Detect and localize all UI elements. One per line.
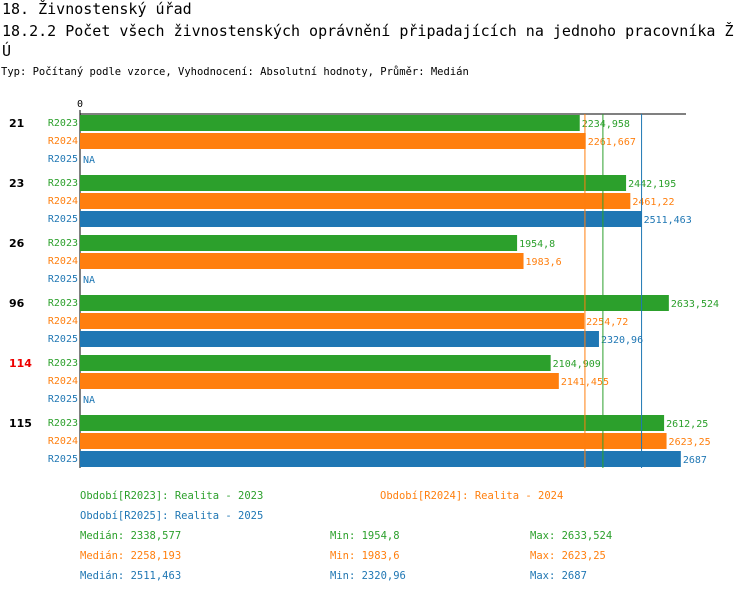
- legend-min-r2023: Min: 1954,8: [330, 530, 400, 542]
- bar: [80, 235, 518, 251]
- legend-max-r2025: Max: 2687: [530, 570, 587, 582]
- series-row-label: R2024: [48, 256, 78, 267]
- series-row-label: R2025: [48, 274, 78, 285]
- series-row-label: R2025: [48, 394, 78, 405]
- page-title: 18. Živnostenský úřad: [2, 0, 192, 18]
- bar: [80, 193, 631, 209]
- legend-median-r2024: Medián: 2258,193: [80, 550, 182, 562]
- bar: [80, 133, 586, 149]
- series-row-label: R2023: [48, 178, 78, 189]
- data-label: 2442,195: [628, 179, 676, 190]
- series-row-label: R2023: [48, 358, 78, 369]
- bar: [80, 295, 669, 311]
- data-label: 2320,96: [601, 335, 643, 346]
- category-label: 115: [9, 417, 32, 430]
- series-row-label: R2023: [48, 118, 78, 129]
- bar: [80, 415, 665, 431]
- data-label: 2461,22: [632, 197, 674, 208]
- legend-min-r2025: Min: 2320,96: [330, 570, 406, 582]
- data-label: NA: [83, 275, 95, 286]
- data-label: 1983,6: [526, 257, 562, 268]
- series-row-label: R2024: [48, 136, 78, 147]
- bar: [80, 451, 681, 467]
- data-label: NA: [83, 155, 95, 166]
- bar: [80, 253, 524, 269]
- series-row-label: R2024: [48, 316, 78, 327]
- bar: [80, 115, 580, 131]
- bar: [80, 331, 599, 347]
- data-label: 2254,72: [586, 317, 628, 328]
- legend-period-r2024: Období[R2024]: Realita - 2024: [380, 490, 564, 502]
- data-label: 2623,25: [669, 437, 711, 448]
- bar: [80, 373, 559, 389]
- data-label: 2633,524: [671, 299, 719, 310]
- legend-period-r2025: Období[R2025]: Realita - 2025: [80, 510, 264, 522]
- legend-median-r2025: Medián: 2511,463: [80, 570, 182, 582]
- series-row-label: R2023: [48, 298, 78, 309]
- chart-title-continued: Ú: [2, 42, 12, 60]
- data-label: 2612,25: [666, 419, 708, 430]
- legend-min-r2024: Min: 1983,6: [330, 550, 400, 562]
- category-label: 114: [9, 357, 32, 370]
- data-label: 2104,909: [553, 359, 601, 370]
- category-label: 26: [9, 237, 25, 250]
- bar: [80, 211, 642, 227]
- category-label: 96: [9, 297, 25, 310]
- bar: [80, 433, 667, 449]
- bar: [80, 313, 585, 329]
- legend-median-r2023: Medián: 2338,577: [80, 530, 182, 542]
- bar: [80, 355, 551, 371]
- chart-subtitle: Typ: Počítaný podle vzorce, Vyhodnocení:…: [1, 66, 469, 78]
- series-row-label: R2024: [48, 376, 78, 387]
- series-row-label: R2025: [48, 214, 78, 225]
- data-label: 1954,8: [519, 239, 555, 250]
- bar: [80, 175, 627, 191]
- series-row-label: R2024: [48, 436, 78, 447]
- series-row-label: R2025: [48, 334, 78, 345]
- data-label: 2234,958: [582, 119, 630, 130]
- series-row-label: R2025: [48, 454, 78, 465]
- data-label: 2511,463: [644, 215, 692, 226]
- chart-title: 18.2.2 Počet všech živnostenských oprávn…: [2, 22, 734, 40]
- series-row-label: R2025: [48, 154, 78, 165]
- data-label: NA: [83, 395, 95, 406]
- legend-max-r2024: Max: 2623,25: [530, 550, 606, 562]
- data-label: 2261,667: [588, 137, 636, 148]
- legend-period-r2023: Období[R2023]: Realita - 2023: [80, 490, 264, 502]
- data-label: 2687: [683, 455, 707, 466]
- category-label: 21: [9, 117, 24, 130]
- legend-max-r2023: Max: 2633,524: [530, 530, 613, 542]
- series-row-label: R2023: [48, 238, 78, 249]
- series-row-label: R2023: [48, 418, 78, 429]
- category-label: 23: [9, 177, 24, 190]
- series-row-label: R2024: [48, 196, 78, 207]
- x-axis-zero-label: 0: [77, 99, 83, 110]
